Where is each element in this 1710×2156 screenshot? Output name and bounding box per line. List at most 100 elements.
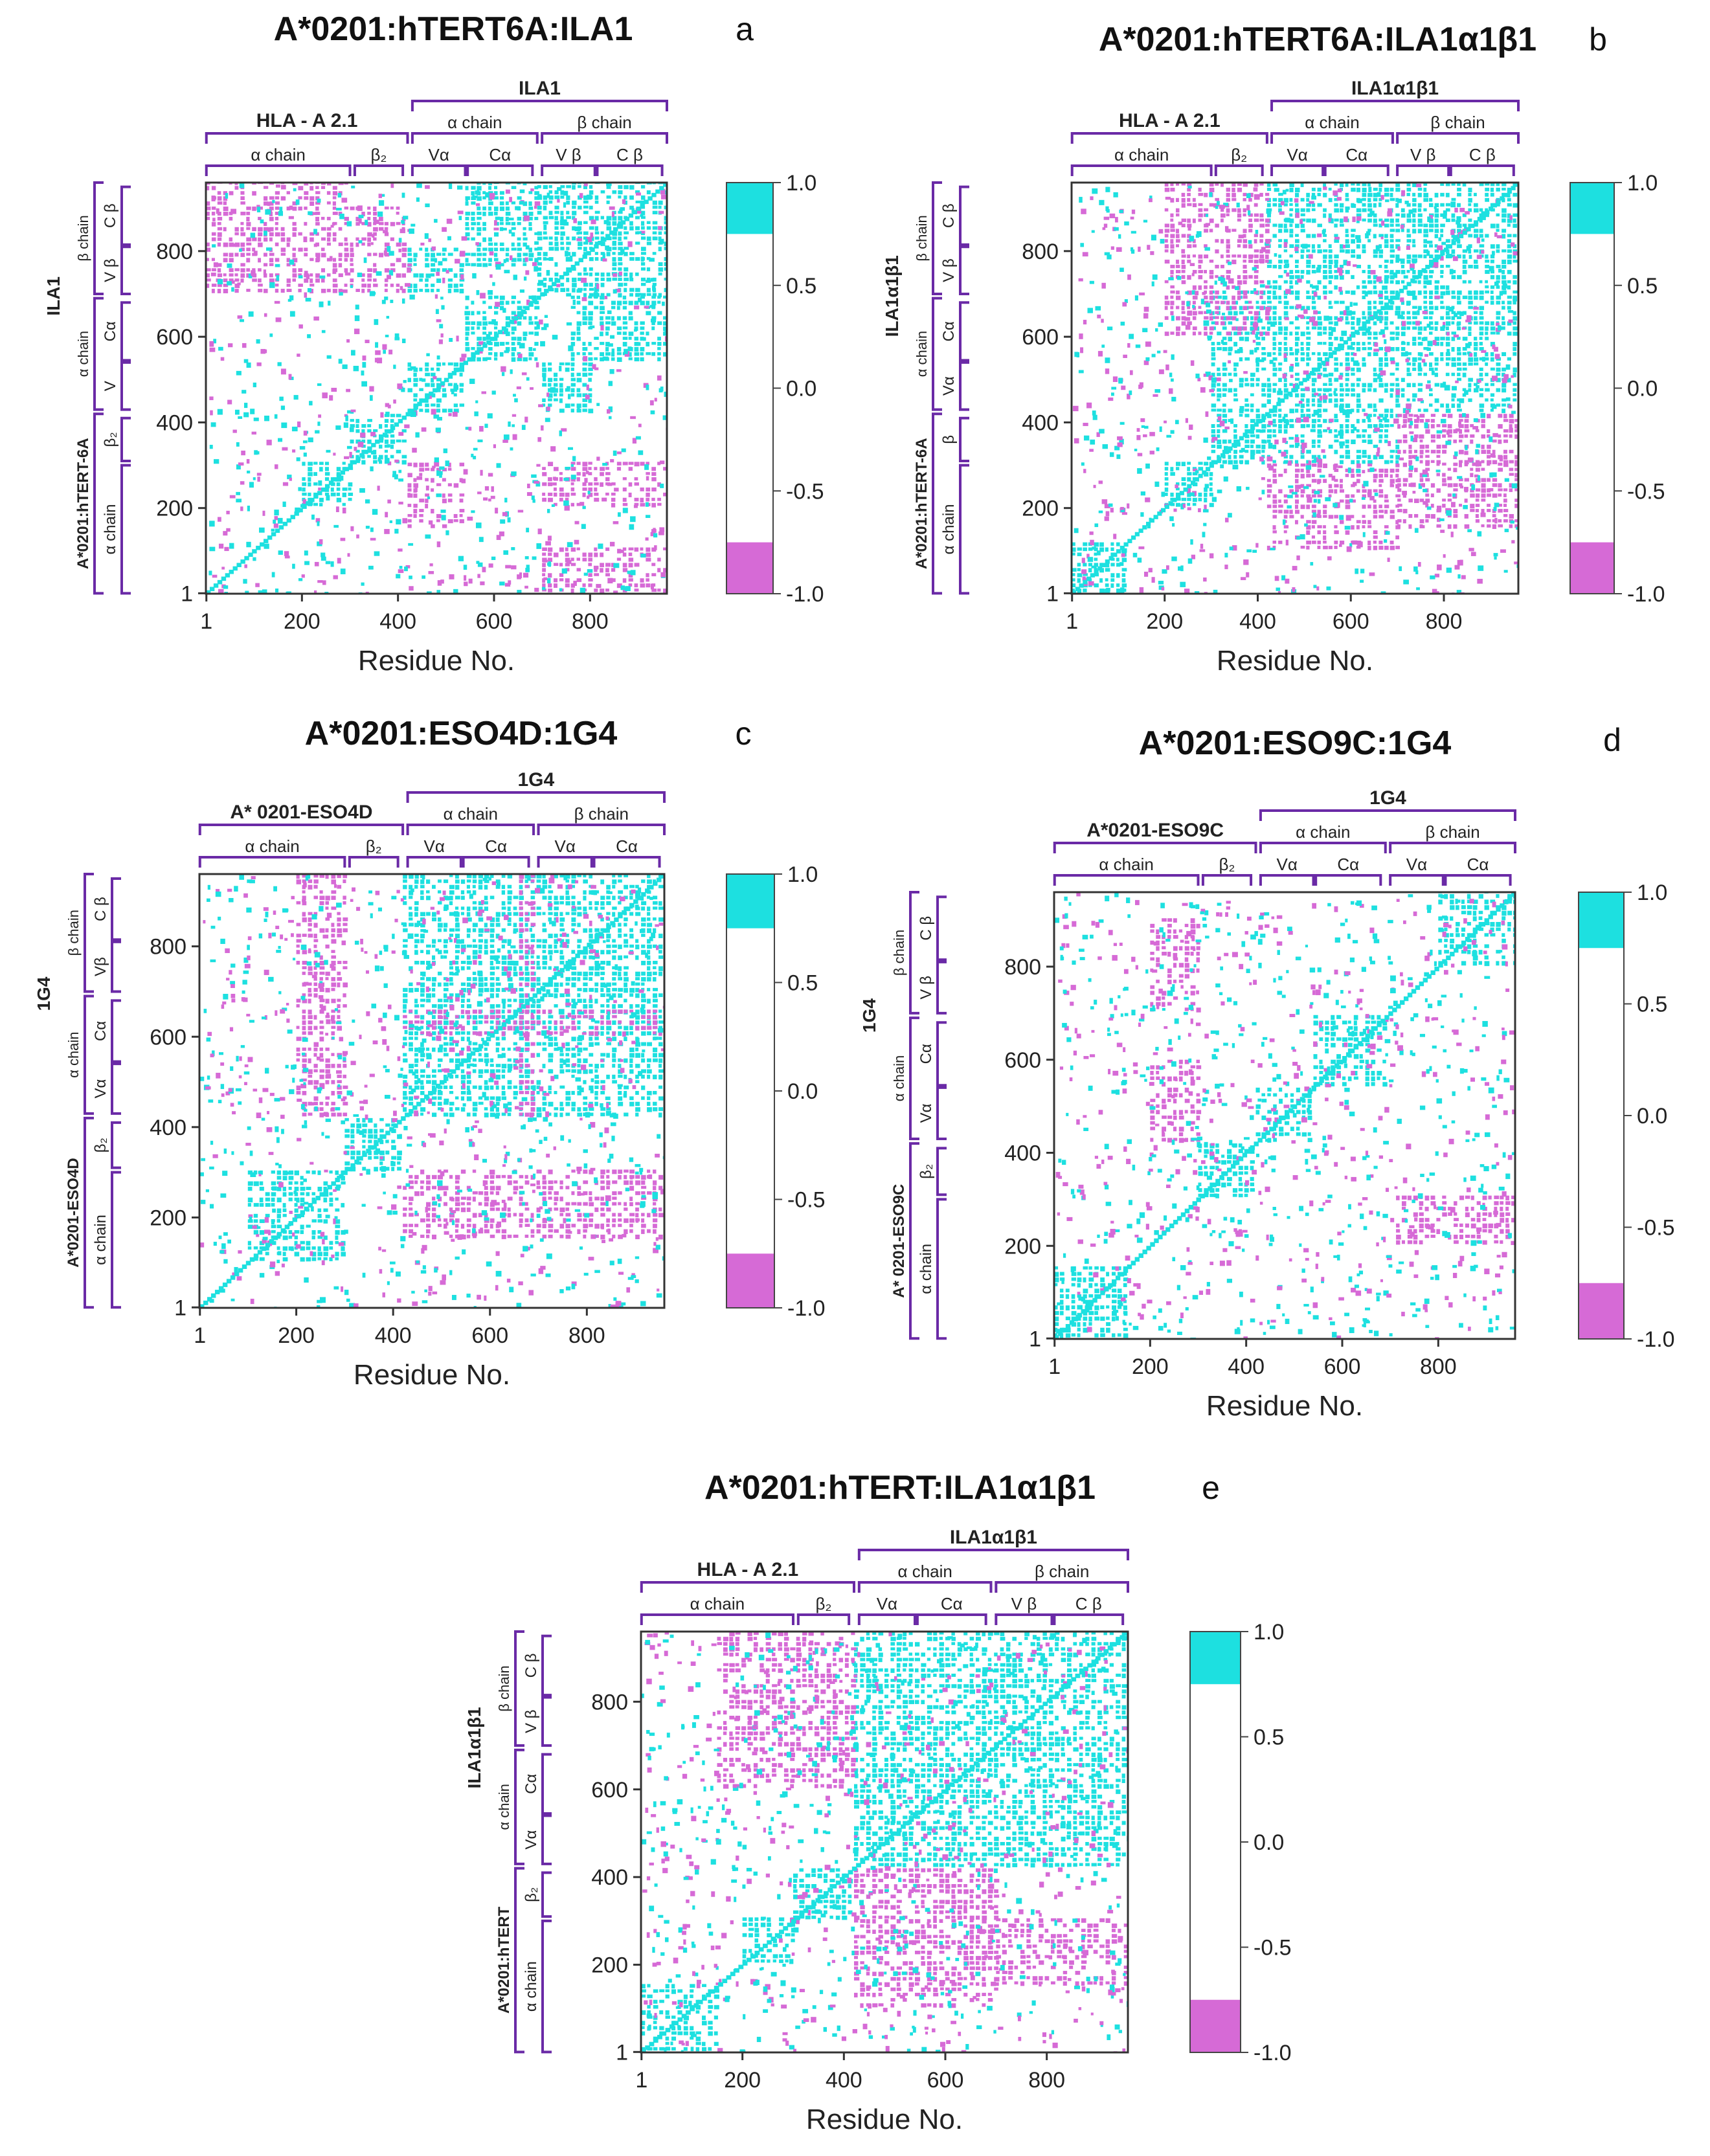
negative-correlation-cell [1503,414,1507,419]
negative-correlation-cell [246,258,251,263]
diagonal-cell [509,319,515,324]
scatter-cell [312,212,318,216]
scatter-cell [523,215,530,221]
positive-correlation-cell [1239,449,1243,453]
scatter-cell [447,236,451,241]
positive-correlation-cell [572,210,577,216]
scatter-cell [475,522,482,528]
diagonal-cell [486,340,491,345]
positive-correlation-cell [1502,218,1506,223]
positive-correlation-cell [1445,326,1449,331]
positive-correlation-cell [1176,487,1180,491]
scatter-cell [512,318,517,324]
positive-correlation-cell [1300,424,1306,429]
scatter-cell [209,341,214,347]
scatter-cell [425,203,430,207]
positive-correlation-cell [566,293,572,297]
scatter-cell [373,219,379,224]
positive-correlation-cell [1423,275,1428,280]
positive-correlation-cell [1417,192,1422,197]
positive-correlation-cell [1278,414,1282,418]
scatter-cell [394,337,400,341]
negative-correlation-cell [548,552,552,556]
scatter-cell [488,473,493,477]
positive-correlation-cell [594,306,599,309]
scatter-cell [427,591,432,594]
positive-correlation-cell [1457,300,1461,305]
diagonal-cell [451,371,457,376]
positive-correlation-cell [511,247,517,251]
positive-correlation-cell [1283,424,1288,429]
positive-correlation-cell [1311,249,1316,253]
negative-correlation-cell [605,563,611,567]
positive-correlation-cell [1367,208,1373,212]
scatter-cell [346,339,350,343]
x-tick-label: 1 [200,609,212,634]
positive-correlation-cell [1334,321,1338,326]
positive-correlation-cell [379,455,383,460]
scatter-cell [551,504,555,508]
scatter-cell [229,543,234,549]
scatter-cell [347,553,350,557]
positive-correlation-cell [588,300,594,306]
negative-correlation-cell [1187,254,1191,258]
negative-correlation-cell [1176,244,1179,247]
negative-correlation-cell [269,278,275,284]
positive-correlation-cell [1272,367,1277,372]
positive-correlation-cell [576,393,582,398]
negative-correlation-cell [1181,183,1186,186]
scatter-cell [333,575,338,579]
positive-correlation-cell [1362,290,1366,295]
positive-correlation-cell [1434,244,1438,248]
positive-correlation-cell [1401,393,1405,398]
positive-correlation-cell [1351,393,1356,397]
positive-correlation-cell [629,205,634,210]
positive-correlation-cell [1278,352,1282,356]
positive-correlation-cell [543,231,547,235]
positive-correlation-cell [1389,223,1394,227]
negative-correlation-cell [1192,300,1196,305]
positive-correlation-cell [401,439,407,443]
positive-correlation-cell [1266,424,1271,427]
positive-correlation-cell [1490,275,1495,280]
positive-correlation-cell [594,357,598,361]
negative-correlation-cell [1170,239,1174,244]
negative-correlation-cell [1272,463,1277,467]
negative-correlation-cell [1221,239,1224,244]
positive-correlation-cell [308,472,313,477]
negative-correlation-cell [1237,290,1241,295]
positive-correlation-cell [447,409,453,413]
negative-correlation-cell [1226,239,1230,244]
positive-correlation-cell [1395,197,1399,202]
negative-correlation-cell [1514,419,1518,422]
negative-correlation-cell [1289,510,1293,514]
negative-correlation-cell [1226,254,1230,258]
scatter-cell [246,362,251,368]
negative-correlation-cell [616,557,622,561]
scatter-cell [376,271,382,276]
positive-correlation-cell [494,253,498,257]
positive-correlation-cell [1121,583,1127,588]
scatter-cell [609,541,615,546]
positive-correlation-cell [1423,295,1428,299]
negative-correlation-cell [553,487,557,491]
negative-correlation-cell [298,273,302,277]
positive-correlation-cell [1272,280,1277,284]
positive-correlation-cell [1311,444,1316,448]
positive-correlation-cell [1283,223,1287,229]
positive-correlation-cell [1429,300,1433,305]
negative-correlation-cell [252,207,256,211]
positive-correlation-cell [494,295,499,299]
negative-correlation-cell [1254,269,1259,273]
positive-correlation-cell [1417,203,1422,208]
positive-correlation-cell [624,287,627,293]
negative-correlation-cell [1164,306,1168,310]
negative-correlation-cell [1311,478,1317,483]
positive-correlation-cell [612,252,616,255]
positive-correlation-cell [600,316,603,320]
negative-correlation-cell [634,497,639,502]
positive-correlation-cell [560,216,564,221]
positive-correlation-cell [1105,578,1108,581]
left-domain-bracket [120,301,131,362]
positive-correlation-cell [1217,367,1221,372]
